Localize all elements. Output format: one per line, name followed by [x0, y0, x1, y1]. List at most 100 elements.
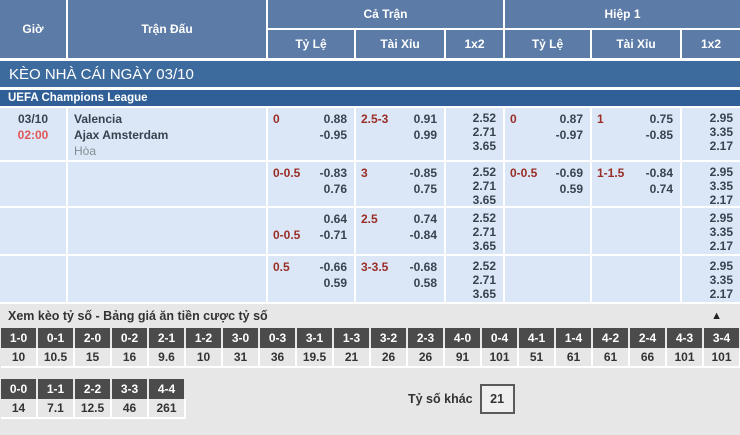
ft-handicap-cell: 0 0.88 -0.95 — [268, 108, 354, 160]
score-odds[interactable]: 31 — [223, 348, 260, 368]
1x2-odds-value[interactable]: 3.65 — [472, 193, 496, 206]
odds-value[interactable]: 0.75 — [649, 112, 673, 126]
odds-value[interactable]: 0.58 — [413, 276, 437, 290]
odds-value[interactable]: 0.64 — [323, 212, 347, 226]
1x2-odds-value[interactable]: 2.52 — [472, 211, 496, 225]
other-score-odds[interactable]: 21 — [479, 384, 515, 414]
score-odds[interactable]: 7.1 — [38, 399, 75, 419]
1x2-odds-value[interactable]: 3.35 — [709, 225, 733, 239]
1x2-odds-value[interactable]: 2.95 — [709, 259, 733, 273]
odds-value[interactable]: 0.59 — [559, 182, 583, 196]
away-team-name[interactable]: Ajax Amsterdam — [74, 128, 169, 142]
score-odds[interactable]: 261 — [149, 399, 186, 419]
score-odds[interactable]: 61 — [556, 348, 593, 368]
score-odds[interactable]: 36 — [260, 348, 297, 368]
match-time-cell — [0, 256, 66, 302]
h1-handicap-cell: 0 0.87 -0.97 — [505, 108, 590, 160]
match-time-cell — [0, 162, 66, 206]
odds-value[interactable]: 0.74 — [413, 212, 437, 226]
1x2-odds-value[interactable]: 2.71 — [472, 125, 496, 139]
score-odds[interactable]: 9.6 — [149, 348, 186, 368]
odds-row: 03/10 02:00 Valencia Ajax Amsterdam Hòa 0 0.88… — [0, 108, 740, 160]
score-odds[interactable]: 19.5 — [297, 348, 334, 368]
1x2-odds-value[interactable]: 2.17 — [709, 193, 733, 206]
score-odds[interactable]: 15 — [75, 348, 112, 368]
1x2-odds-value[interactable]: 3.65 — [472, 287, 496, 301]
odds-value[interactable]: 0.91 — [413, 112, 437, 126]
odds-value[interactable]: 0.76 — [323, 182, 347, 196]
score-odds[interactable]: 10 — [186, 348, 223, 368]
odds-value[interactable]: -0.85 — [409, 166, 437, 180]
1x2-odds-value[interactable]: 2.52 — [472, 165, 496, 179]
score-odds[interactable]: 12.5 — [75, 399, 112, 419]
score-odds[interactable]: 10.5 — [38, 348, 75, 368]
odds-value[interactable]: -0.66 — [319, 260, 347, 274]
odds-value[interactable]: 0.74 — [649, 182, 673, 196]
1x2-odds-value[interactable]: 3.65 — [472, 239, 496, 253]
1x2-odds-value[interactable]: 2.71 — [472, 225, 496, 239]
odds-value[interactable]: 0.99 — [413, 128, 437, 142]
score-column: 3-1 19.5 — [297, 328, 334, 368]
score-odds[interactable]: 14 — [1, 399, 38, 419]
odds-value[interactable]: -0.68 — [409, 260, 437, 274]
score-section-header[interactable]: Xem kèo tỷ số - Bảng giá ăn tiền cược tỷ… — [0, 304, 740, 328]
odds-value[interactable]: 0.59 — [323, 276, 347, 290]
1x2-odds-value[interactable]: 3.65 — [472, 139, 496, 153]
score-label: 1-4 — [556, 328, 591, 348]
score-odds[interactable]: 101 — [482, 348, 519, 368]
odds-value[interactable]: -0.69 — [555, 166, 583, 180]
odds-value[interactable]: -0.83 — [319, 166, 347, 180]
1x2-odds-value[interactable]: 2.17 — [709, 287, 733, 301]
score-column: 3-3 46 — [112, 379, 149, 419]
odds-value[interactable]: 0.75 — [413, 182, 437, 196]
score-odds[interactable]: 66 — [630, 348, 667, 368]
score-odds[interactable]: 91 — [445, 348, 482, 368]
1x2-odds-value[interactable]: 2.17 — [709, 139, 733, 153]
score-odds[interactable]: 101 — [704, 348, 740, 368]
1x2-odds-value[interactable]: 2.95 — [709, 211, 733, 225]
score-label: 4-4 — [149, 379, 184, 399]
score-odds[interactable]: 21 — [334, 348, 371, 368]
odds-value[interactable]: -0.71 — [319, 228, 347, 242]
odds-value[interactable]: 0.88 — [323, 112, 347, 126]
score-odds[interactable]: 16 — [112, 348, 149, 368]
handicap-label: 2.5-3 — [361, 112, 389, 126]
score-odds[interactable]: 46 — [112, 399, 149, 419]
1x2-odds-value[interactable]: 2.71 — [472, 179, 496, 193]
1x2-odds-value[interactable]: 2.52 — [472, 259, 496, 273]
odds-value[interactable]: -0.95 — [319, 128, 347, 142]
collapse-arrow-icon[interactable]: ▲ — [711, 310, 722, 322]
subheader-h1-handicap: Tỷ Lệ — [505, 30, 590, 58]
1x2-odds-value[interactable]: 3.35 — [709, 273, 733, 287]
odds-value[interactable]: -0.84 — [645, 166, 673, 180]
score-label: 3-3 — [112, 379, 147, 399]
1x2-odds-value[interactable]: 2.71 — [472, 273, 496, 287]
score-odds[interactable]: 101 — [667, 348, 704, 368]
odds-line: 0.75 — [356, 181, 444, 197]
odds-value[interactable]: -0.84 — [409, 228, 437, 242]
score-odds[interactable]: 26 — [371, 348, 408, 368]
score-odds[interactable]: 61 — [593, 348, 630, 368]
correct-score-section: Xem kèo tỷ số - Bảng giá ăn tiền cược tỷ… — [0, 304, 740, 435]
league-title[interactable]: UEFA Champions League — [0, 90, 740, 106]
1x2-odds-value[interactable]: 2.52 — [472, 111, 496, 125]
home-team-name[interactable]: Valencia — [74, 112, 123, 126]
draw-label: Hòa — [74, 144, 97, 158]
handicap-label: 0 — [273, 112, 280, 126]
odds-value[interactable]: -0.85 — [645, 128, 673, 142]
score-label: 0-0 — [1, 379, 36, 399]
score-odds[interactable]: 26 — [408, 348, 445, 368]
handicap-label: 1-1.5 — [597, 166, 625, 180]
score-odds[interactable]: 51 — [519, 348, 556, 368]
1x2-odds-value[interactable]: 2.95 — [709, 111, 733, 125]
odds-value[interactable]: -0.97 — [555, 128, 583, 142]
score-odds[interactable]: 10 — [1, 348, 38, 368]
score-label: 4-1 — [519, 328, 554, 348]
1x2-odds-value[interactable]: 2.95 — [709, 165, 733, 179]
column-group-firsthalf: Hiệp 1 — [505, 0, 740, 28]
1x2-odds-value[interactable]: 3.35 — [709, 125, 733, 139]
h1-1x2-cell: 2.95 3.35 2.17 — [682, 108, 740, 160]
1x2-odds-value[interactable]: 3.35 — [709, 179, 733, 193]
1x2-odds-value[interactable]: 2.17 — [709, 239, 733, 253]
odds-value[interactable]: 0.87 — [559, 112, 583, 126]
